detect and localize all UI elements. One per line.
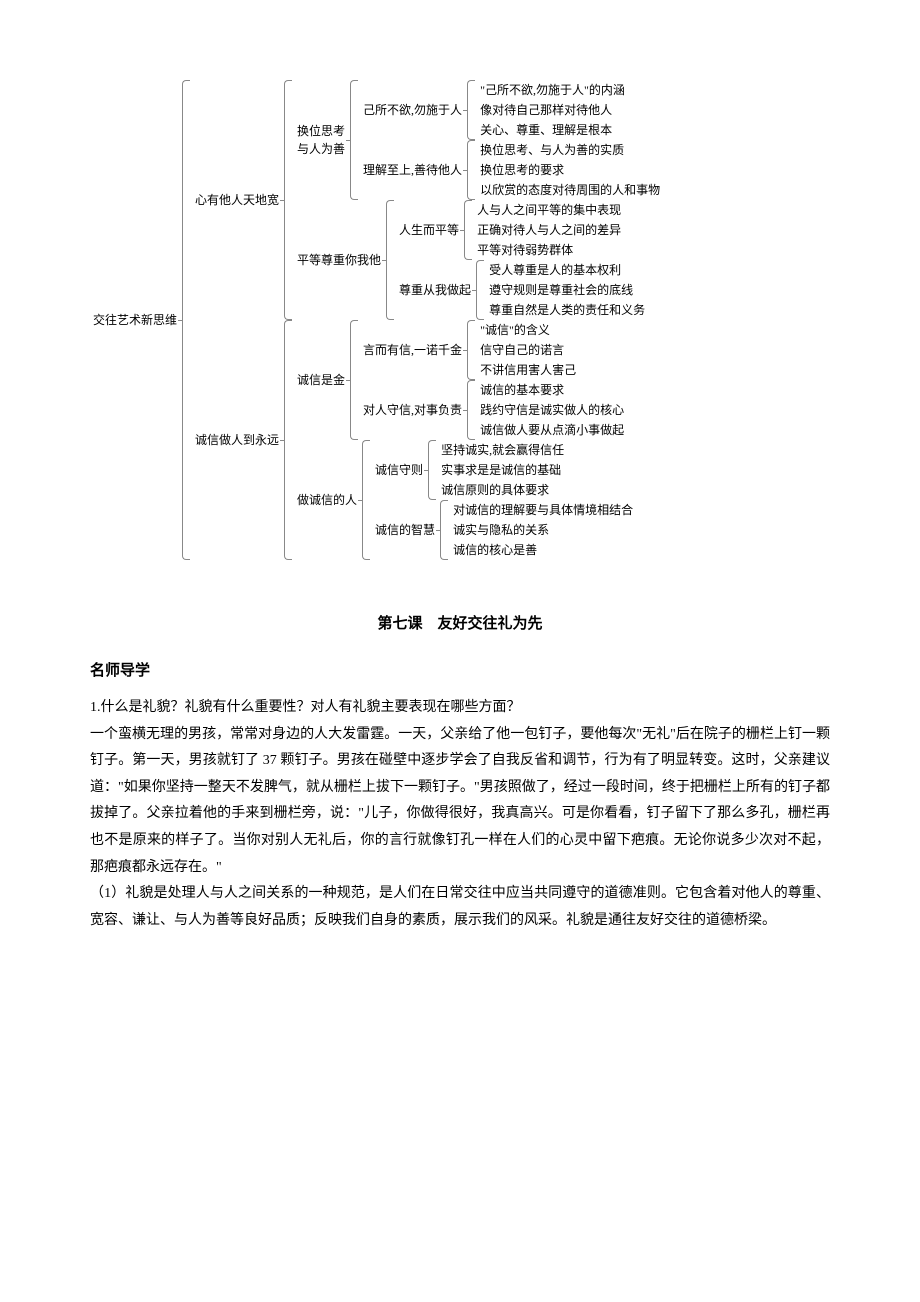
tree-leaf: 正确对待人与人之间的差异: [474, 220, 621, 240]
tree-node-label: 诚信做人到永远: [192, 320, 282, 560]
tree-leaf: 诚信做人要从点滴小事做起: [477, 420, 624, 440]
tree-leaf: 尊重自然是人类的责任和义务: [486, 300, 645, 320]
tree-leaf: 以欣赏的态度对待周围的人和事物: [477, 180, 660, 200]
tree-node-label: 诚信的智慧: [372, 500, 438, 560]
tree-leaf: 践约守信是诚实做人的核心: [477, 400, 624, 420]
tree-leaf: 对诚信的理解要与具体情境相结合: [450, 500, 633, 520]
tree-leaf: "己所不欲,勿施于人"的内涵: [477, 80, 625, 100]
answer-paragraph-1: （1）礼貌是处理人与人之间关系的一种规范，是人们在日常交往中应当共同遵守的道德准…: [90, 881, 830, 934]
tree-node-label: 言而有信,一诺千金: [360, 320, 465, 380]
tree-leaf: 不讲信用害人害己: [477, 360, 576, 380]
tree-leaf: 关心、尊重、理解是根本: [477, 120, 625, 140]
lesson-title: 第七课 友好交往礼为先: [90, 610, 830, 639]
tree-leaf: 像对待自己那样对待他人: [477, 100, 625, 120]
section-heading: 名师导学: [90, 657, 830, 686]
tree-node-label: 诚信是金: [294, 320, 348, 440]
tree-leaf: "诚信"的含义: [477, 320, 576, 340]
tree-node-label: 人生而平等: [396, 200, 462, 260]
tree-node-label: 对人守信,对事负责: [360, 380, 465, 440]
tree-leaf: 人与人之间平等的集中表现: [474, 200, 621, 220]
tree-leaf: 坚持诚实,就会赢得信任: [438, 440, 564, 460]
tree-leaf: 实事求是是诚信的基础: [438, 460, 564, 480]
tree-leaf: 诚信的核心是善: [450, 540, 633, 560]
tree-node-label: 做诚信的人: [294, 440, 360, 560]
tree-node-label: 诚信守则: [372, 440, 426, 500]
tree-node-label: 换位思考与人为善: [294, 80, 348, 200]
tree-node-label: 平等尊重你我他: [294, 200, 384, 320]
tree-leaf: 诚实与隐私的关系: [450, 520, 633, 540]
tree-node-label: 心有他人天地宽: [192, 80, 282, 320]
tree-node-label: 理解至上,善待他人: [360, 140, 465, 200]
question-1: 1.什么是礼貌？礼貌有什么重要性？对人有礼貌主要表现在哪些方面？: [90, 695, 830, 722]
tree-node-label: 尊重从我做起: [396, 260, 474, 320]
tree-leaf: 换位思考的要求: [477, 160, 660, 180]
tree-leaf: 信守自己的诺言: [477, 340, 576, 360]
tree-leaf: 平等对待弱势群体: [474, 240, 621, 260]
tree-leaf: 诚信原则的具体要求: [438, 480, 564, 500]
story-paragraph: 一个蛮横无理的男孩，常常对身边的人大发雷霆。一天，父亲给了他一包钉子，要他每次"…: [90, 722, 830, 882]
tree-leaf: 诚信的基本要求: [477, 380, 624, 400]
tree-node-label: 交往艺术新思维: [90, 80, 180, 560]
tree-node-label: 己所不欲,勿施于人: [360, 80, 465, 140]
tree-leaf: 换位思考、与人为善的实质: [477, 140, 660, 160]
body-text: 1.什么是礼貌？礼貌有什么重要性？对人有礼貌主要表现在哪些方面？ 一个蛮横无理的…: [90, 695, 830, 934]
tree-leaf: 遵守规则是尊重社会的底线: [486, 280, 645, 300]
concept-tree-diagram: 交往艺术新思维心有他人天地宽换位思考与人为善己所不欲,勿施于人 "己所不欲,勿施于…: [90, 80, 830, 560]
tree-leaf: 受人尊重是人的基本权利: [486, 260, 645, 280]
